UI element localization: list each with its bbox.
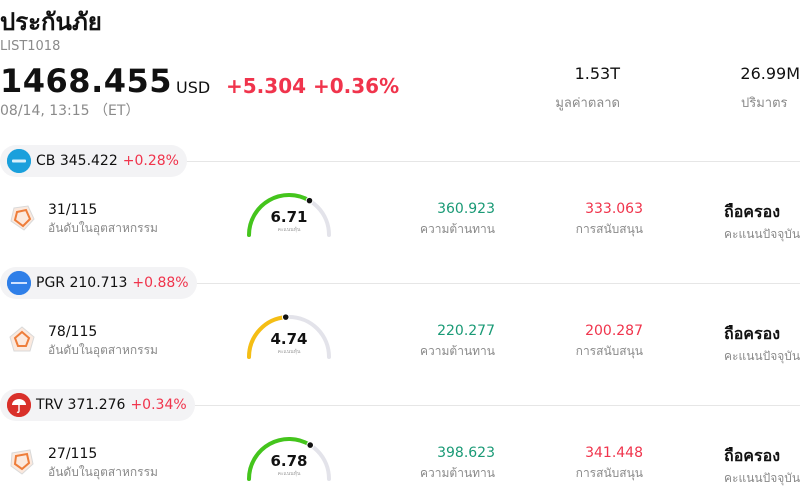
support-value: 333.063 [585, 201, 643, 217]
resistance-label: ความต้านทาน [420, 466, 495, 480]
industry-rank: 31/115 [48, 202, 98, 218]
section-divider [186, 405, 800, 406]
gauge-fill [247, 437, 313, 481]
ticker-change: +0.88% [132, 275, 189, 291]
stock-score: 4.74 [270, 330, 307, 348]
current-rating: ถือครอง [724, 446, 781, 465]
resistance-value: 398.623 [437, 445, 495, 461]
ticker: PGR [36, 275, 66, 291]
ticker-price: 210.713 [69, 275, 128, 291]
gauge-knob [305, 196, 314, 205]
stock-score-gauge: 6.71 คะแนนหุ้น [247, 193, 331, 237]
ticker-price: 345.422 [59, 153, 118, 169]
list-code: LIST1018 [0, 39, 61, 54]
support-label: การสนับสนุน [575, 466, 643, 480]
current-rating-label: คะแนนปัจจุบัน [724, 349, 800, 363]
stock-chip-cb[interactable]: CB 345.422 +0.28% [0, 145, 187, 177]
support-value: 200.287 [585, 323, 643, 339]
stock-chip-trv[interactable]: TRV 371.276 +0.34% [0, 389, 195, 421]
industry-rank-icon [8, 325, 36, 353]
industry-rank-icon [8, 203, 36, 231]
current-rating-label: คะแนนปัจจุบัน [724, 227, 800, 241]
stock-score: 6.78 [270, 452, 307, 470]
resistance-value: 360.923 [437, 201, 495, 217]
cb-logo-icon [7, 149, 31, 173]
resistance-label: ความต้านทาน [420, 344, 495, 358]
pgr-logo-icon [7, 271, 31, 295]
gauge-fill [247, 193, 312, 237]
support-label: การสนับสนุน [575, 222, 643, 236]
gauge-fill [247, 315, 288, 359]
currency-label: USD [176, 78, 211, 97]
ticker-change: +0.34% [130, 397, 187, 413]
section-divider [186, 161, 800, 162]
ticker-change: +0.28% [122, 153, 179, 169]
resistance-value: 220.277 [437, 323, 495, 339]
stock-score-label: คะแนนหุ้น [278, 348, 301, 355]
trv-umbrella-logo-icon [7, 393, 31, 417]
stock-score: 6.71 [270, 208, 307, 226]
current-rating: ถือครอง [724, 324, 781, 343]
stock-score-label: คะแนนหุ้น [278, 226, 301, 233]
resistance-label: ความต้านทาน [420, 222, 495, 236]
industry-rank-label: อันดับในอุตสาหกรรม [48, 465, 158, 479]
page-title: ประกันภัย [0, 8, 102, 36]
support-value: 341.448 [585, 445, 643, 461]
industry-rank-icon [8, 447, 36, 475]
ticker: TRV [36, 397, 64, 413]
support-label: การสนับสนุน [575, 344, 643, 358]
stock-score-gauge: 6.78 คะแนนหุ้น [247, 437, 331, 481]
timestamp: 08/14, 13:15 （ET） [0, 103, 140, 119]
stock-chip-pgr[interactable]: PGR 210.713 +0.88% [0, 267, 197, 299]
stock-score-label: คะแนนหุ้น [278, 470, 301, 477]
market-cap-value: 1.53T [574, 64, 620, 83]
industry-rank: 78/115 [48, 324, 98, 340]
stock-score-gauge: 4.74 คะแนนหุ้น [247, 313, 331, 359]
gauge-knob [281, 313, 290, 321]
industry-rank-label: อันดับในอุตสาหกรรม [48, 343, 158, 357]
ticker: CB [36, 153, 56, 169]
industry-rank-label: อันดับในอุตสาหกรรม [48, 221, 158, 235]
index-price: 1468.455 [0, 62, 173, 100]
section-divider [186, 283, 800, 284]
current-rating-label: คะแนนปัจจุบัน [724, 471, 800, 485]
price-change: +5.304 +0.36% [226, 74, 400, 98]
market-cap-label: มูลค่าตลาด [555, 96, 620, 111]
current-rating: ถือครอง [724, 202, 781, 221]
gauge-knob [306, 441, 315, 449]
ticker-price: 371.276 [67, 397, 126, 413]
volume-label: ปริมาตร [741, 96, 788, 111]
industry-rank: 27/115 [48, 446, 98, 462]
volume-value: 26.99M [740, 64, 800, 83]
